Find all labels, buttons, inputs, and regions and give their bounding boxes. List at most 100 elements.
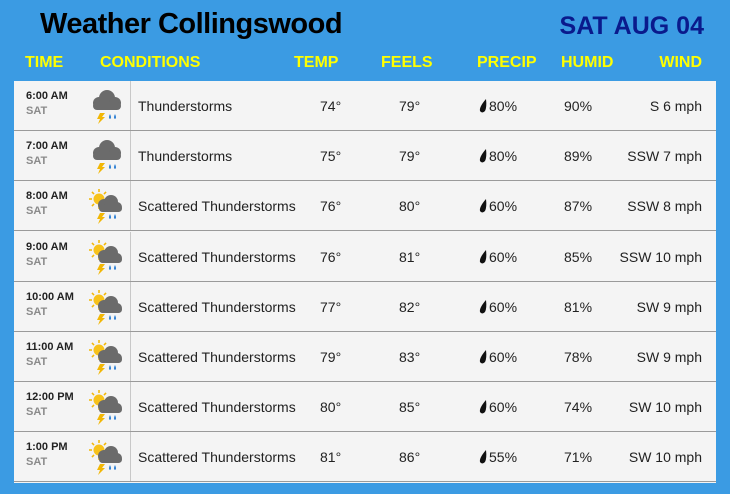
temperature: 75° — [320, 148, 342, 165]
feels-like: 82° — [399, 298, 421, 315]
column-divider — [130, 181, 131, 231]
time: 11:00 AM — [26, 341, 74, 353]
precipitation: 60% — [489, 198, 518, 215]
temperature: 74° — [320, 98, 342, 114]
column-header: FEELS — [381, 54, 433, 71]
column-divider — [130, 231, 131, 281]
feels-like: 83° — [399, 349, 421, 365]
column-divider — [130, 131, 131, 181]
feels-like: 79° — [399, 98, 421, 114]
wind: SW 10 mph — [628, 449, 702, 466]
column-divider — [130, 332, 131, 381]
day: SAT — [26, 205, 48, 218]
column-header: WIND — [659, 54, 702, 71]
humidity: 90% — [564, 98, 593, 114]
wind: SW 10 mph — [628, 399, 702, 416]
condition: Scattered Thunderstorms — [138, 298, 296, 315]
temperature: 81° — [320, 449, 342, 466]
weather-icon — [89, 390, 122, 426]
table-row: 9:00 AM SAT Scattered Thunderstorms 76° 81° 6… — [14, 231, 716, 282]
wind: SSW 10 mph — [619, 248, 702, 265]
table-row: 7:00 AM SAT Thunderstorms 75° 79° 80% 89% SSW 7… — [14, 131, 716, 182]
precip-drop-icon — [479, 199, 487, 213]
wind: SSW 8 mph — [627, 198, 702, 215]
time: 8:00 AM — [26, 190, 68, 203]
column-header: HUMID — [561, 54, 614, 71]
precip-drop-icon — [479, 299, 487, 314]
column-header: TIME — [25, 54, 64, 71]
humidity: 89% — [564, 148, 593, 165]
precipitation: 55% — [489, 449, 518, 466]
day: SAT — [26, 155, 48, 168]
feels-like: 81° — [399, 248, 421, 265]
weather-icon — [89, 239, 122, 275]
day: SAT — [26, 356, 48, 368]
day: SAT — [26, 305, 48, 318]
weather-icon — [93, 140, 121, 175]
column-divider — [130, 382, 131, 432]
humidity: 87% — [564, 198, 593, 215]
humidity: 74% — [564, 399, 593, 416]
precip-drop-icon — [479, 99, 487, 113]
title: Weather Collingswood — [40, 8, 343, 40]
precipitation: 60% — [489, 399, 518, 416]
precip-drop-icon — [479, 149, 487, 163]
feels-like: 79° — [399, 148, 421, 165]
wind: SSW 7 mph — [627, 148, 702, 165]
weather-icon — [89, 440, 122, 476]
day: SAT — [26, 406, 48, 419]
wind: S 6 mph — [649, 98, 702, 114]
weather-icon — [89, 189, 122, 225]
precipitation: 60% — [489, 248, 518, 265]
condition: Scattered Thunderstorms — [138, 449, 296, 466]
forecast-table: 6:00 AM SAT Thunderstorms 74° 79° 80% 90% S 6 m… — [14, 81, 716, 483]
time: 12:00 PM — [26, 391, 74, 404]
column-header: TEMP — [294, 54, 339, 71]
humidity: 71% — [564, 449, 593, 466]
table-row: 8:00 AM SAT Scattered Thunderstorms 76° 80° 6… — [14, 181, 716, 232]
precip-drop-icon — [479, 350, 487, 364]
feels-like: 86° — [399, 449, 421, 466]
precip-drop-icon — [479, 400, 487, 414]
time: 1:00 PM — [26, 441, 68, 454]
wind: SW 9 mph — [636, 298, 702, 315]
condition: Thunderstorms — [138, 148, 233, 165]
day: SAT — [26, 255, 48, 268]
table-row: 1:00 PM SAT Scattered Thunderstorms 81° 86° 5… — [14, 432, 716, 483]
precipitation: 60% — [489, 298, 518, 315]
feels-like: 80° — [399, 198, 421, 215]
weather-icon — [89, 340, 122, 375]
column-divider — [130, 432, 131, 482]
table-row: 10:00 AM SAT Scattered Thunderstorms 77° 82°… — [14, 281, 716, 332]
condition: Scattered Thunderstorms — [138, 198, 296, 215]
temperature: 80° — [320, 399, 342, 416]
condition: Thunderstorms — [138, 98, 233, 114]
time: 10:00 AM — [26, 290, 74, 303]
humidity: 78% — [564, 349, 593, 365]
table-row: 12:00 PM SAT Scattered Thunderstorms 80° 85°… — [14, 382, 716, 433]
day: SAT — [26, 456, 48, 469]
precip-drop-icon — [479, 450, 487, 464]
column-header: PRECIP — [477, 54, 537, 71]
weather-icon — [89, 289, 122, 325]
condition: Scattered Thunderstorms — [138, 399, 296, 416]
time: 6:00 AM — [26, 90, 68, 102]
column-divider — [130, 281, 131, 331]
day: SAT — [26, 105, 48, 117]
precipitation: 80% — [489, 148, 518, 165]
temperature: 76° — [320, 198, 342, 215]
condition: Scattered Thunderstorms — [138, 248, 296, 265]
time: 7:00 AM — [26, 140, 68, 153]
temperature: 79° — [320, 349, 342, 365]
condition: Scattered Thunderstorms — [138, 349, 296, 365]
column-header: CONDITIONS — [100, 54, 201, 71]
precipitation: 60% — [489, 349, 518, 365]
date: SAT AUG 04 — [559, 12, 704, 40]
precipitation: 80% — [489, 98, 518, 114]
table-row: 6:00 AM SAT Thunderstorms 74° 79° 80% 90% S 6 m… — [14, 81, 716, 131]
humidity: 85% — [564, 248, 593, 265]
temperature: 77° — [320, 298, 342, 315]
time: 9:00 AM — [26, 240, 68, 253]
table-row: 11:00 AM SAT Scattered Thunderstorms 79° 83°… — [14, 332, 716, 382]
